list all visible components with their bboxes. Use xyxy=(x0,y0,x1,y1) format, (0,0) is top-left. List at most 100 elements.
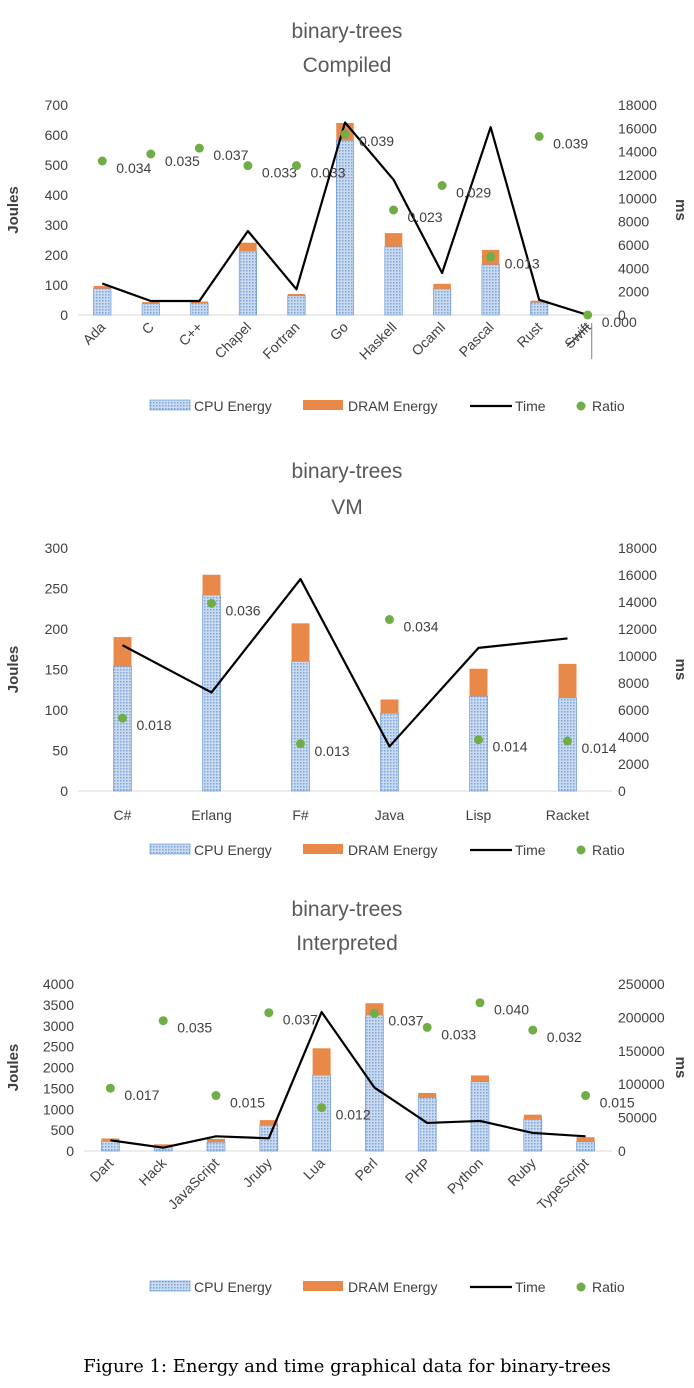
time-line xyxy=(121,577,568,748)
y-tick-label: 700 xyxy=(45,97,69,113)
y2-tick-label: 14000 xyxy=(618,594,657,610)
bar-cpu-Rust xyxy=(530,302,549,316)
category-label: Jruby xyxy=(239,1155,275,1191)
ratio-label: 0.014 xyxy=(582,740,617,756)
y2-tick-label: 12000 xyxy=(618,167,657,183)
legend: CPU Energy DRAM Energy Time Ratio xyxy=(149,1279,625,1295)
ratio-point-Chapel xyxy=(243,161,253,171)
chart-title: binary-trees xyxy=(292,898,403,921)
category-label: Swift xyxy=(561,319,594,352)
bar-dram-Lua xyxy=(312,1048,331,1076)
ratio-label: 0.032 xyxy=(547,1029,582,1045)
y2-axis-label: ms xyxy=(672,1057,689,1079)
category-label: Java xyxy=(375,807,405,823)
category-label: JavaScript xyxy=(165,1155,223,1213)
y2-tick-label: 12000 xyxy=(618,621,657,637)
y2-tick-label: 6000 xyxy=(618,702,649,718)
y2-axis-label: ms xyxy=(672,199,689,221)
bar-dram-TypeScript xyxy=(576,1137,595,1142)
y2-tick-label: 100000 xyxy=(618,1076,665,1092)
category-label: Racket xyxy=(546,807,590,823)
y-tick-label: 500 xyxy=(45,157,69,173)
category-label: Ocaml xyxy=(408,319,448,359)
ratio-point-Go xyxy=(340,129,350,139)
ratio-point-Fortran xyxy=(291,161,301,171)
ratio-point-Swift xyxy=(583,310,593,320)
y2-tick-label: 50000 xyxy=(618,1110,657,1126)
legend-label-ratio: Ratio xyxy=(592,1279,625,1295)
category-label: Erlang xyxy=(191,807,231,823)
bar-dram-JavaScript xyxy=(207,1138,225,1143)
ratio-label: 0.040 xyxy=(494,1002,529,1018)
category-label: TypeScript xyxy=(534,1155,592,1213)
ratio-point-TypeScript xyxy=(581,1091,591,1101)
y-tick-label: 600 xyxy=(45,127,69,143)
bar-cpu-F# xyxy=(291,661,310,792)
y-axis-label: Joules xyxy=(5,186,22,234)
ratio-point-Pascal xyxy=(486,252,496,262)
ratio-label: 0.039 xyxy=(553,136,588,152)
legend-label-cpu: CPU Energy xyxy=(194,842,272,858)
category-label: Hack xyxy=(135,1154,170,1189)
bar-dram-Erlang xyxy=(202,574,221,595)
ratio-label: 0.015 xyxy=(230,1095,265,1111)
chart-subtitle: VM xyxy=(331,496,363,519)
category-label: Fortran xyxy=(259,319,302,362)
legend-label-dram: DRAM Energy xyxy=(348,398,437,414)
y-tick-label: 0 xyxy=(60,307,68,323)
legend-swatch-ratio xyxy=(576,1282,586,1292)
y-tick-label: 300 xyxy=(45,217,69,233)
y2-tick-label: 4000 xyxy=(618,729,649,745)
legend-label-dram: DRAM Energy xyxy=(348,1279,437,1295)
y2-tick-label: 4000 xyxy=(618,260,649,276)
strike-line xyxy=(591,322,593,360)
legend-swatch-ratio xyxy=(576,845,586,855)
bar-cpu-C++ xyxy=(190,302,209,316)
y2-tick-label: 18000 xyxy=(618,540,657,556)
category-label: Pascal xyxy=(456,319,497,360)
legend-label-time: Time xyxy=(515,1279,546,1295)
ratio-label: 0.033 xyxy=(262,165,297,181)
y2-tick-label: 14000 xyxy=(618,144,657,160)
ratio-label: 0.036 xyxy=(226,602,261,618)
legend-swatch-cpu xyxy=(149,843,191,855)
y2-tick-label: 150000 xyxy=(618,1043,665,1059)
ratio-label: 0.014 xyxy=(493,739,528,755)
ratio-label: 0.018 xyxy=(137,717,172,733)
chart-subtitle: Interpreted xyxy=(296,932,398,955)
ratio-label: 0.015 xyxy=(600,1095,635,1111)
chart-vm: binary-trees VM 0 50 100 150 200 250 300 0 2000 400… xyxy=(5,460,689,858)
y-tick-label: 1500 xyxy=(43,1080,74,1096)
bar-dram-Jruby xyxy=(259,1120,278,1126)
ratio-label: 0.035 xyxy=(177,1020,212,1036)
legend-label-ratio: Ratio xyxy=(592,398,625,414)
category-label: F# xyxy=(292,807,309,823)
legend: CPU Energy DRAM Energy Time Ratio xyxy=(149,842,625,858)
ratio-point-Ruby xyxy=(528,1025,538,1035)
category-label: Lua xyxy=(300,1155,328,1183)
category-label: Python xyxy=(444,1155,486,1197)
ratio-point-Haskell xyxy=(389,205,399,215)
legend-label-cpu: CPU Energy xyxy=(194,1279,272,1295)
y-tick-label: 0 xyxy=(66,1143,74,1159)
bar-dram-Ocaml xyxy=(433,283,451,289)
bar-cpu-Java xyxy=(380,712,399,792)
bar-cpu-Python xyxy=(470,1081,490,1152)
chart-title: binary-trees xyxy=(292,20,403,43)
bar-dram-Hack xyxy=(154,1144,173,1148)
bar-dram-Rust xyxy=(530,300,548,303)
legend-swatch-ratio xyxy=(576,401,586,411)
bar-dram-Chapel xyxy=(239,242,257,252)
category-label: Lisp xyxy=(466,807,492,823)
ratio-point-Python xyxy=(475,998,485,1008)
legend-label-ratio: Ratio xyxy=(592,842,625,858)
ratio-label: 0.034 xyxy=(116,160,151,176)
bar-cpu-Perl xyxy=(365,1014,384,1152)
y-axis-label: Joules xyxy=(5,1044,22,1092)
bar-cpu-Haskell xyxy=(384,246,403,316)
bar-cpu-JavaScript xyxy=(206,1141,226,1152)
legend: CPU Energy DRAM Energy Time Ratio xyxy=(149,398,625,414)
ratio-point-Rust xyxy=(534,132,544,141)
category-label: Haskell xyxy=(356,319,400,363)
